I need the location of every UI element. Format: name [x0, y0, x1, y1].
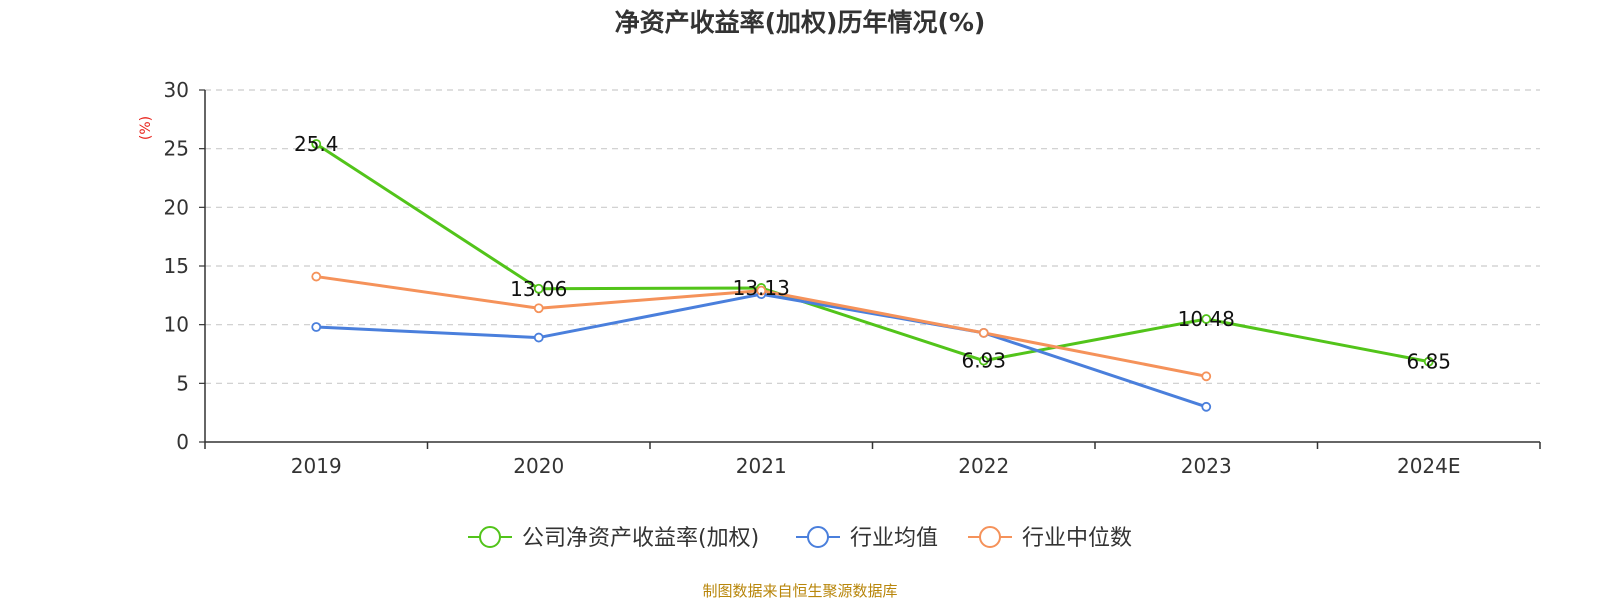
x-tick-label-2021: 2021	[736, 454, 787, 478]
legend[interactable]: 公司净资产收益率(加权) 行业均值 行业中位数	[468, 526, 1132, 551]
y-tick-label-10: 10	[164, 313, 189, 337]
legend-item-0[interactable]: 公司净资产收益率(加权)	[468, 526, 759, 551]
series-0-point-2019	[311, 139, 322, 149]
x-tick-label-2024E: 2024E	[1397, 454, 1461, 478]
data-labels: 25.4 13.06 13.13 6.93 10.48 6.85	[294, 132, 1451, 374]
series-1-point-2019	[311, 322, 322, 332]
series-0-point-2020	[533, 283, 544, 294]
y-tick-label-25: 25	[164, 137, 189, 161]
series-2-point-2021	[756, 285, 767, 296]
data-label-2024E: 6.85	[1406, 350, 1451, 374]
y-tick-label-30: 30	[164, 78, 189, 102]
data-label-2021: 13.13	[733, 276, 790, 300]
data-label-2019: 25.4	[294, 132, 339, 156]
x-tick-label-2020: 2020	[513, 454, 564, 478]
y-tick-label-15: 15	[164, 254, 189, 278]
y-axis-label: (%)	[138, 116, 154, 140]
series-2-point-2019	[311, 271, 322, 282]
series-2-point-2020	[533, 303, 544, 314]
legend-item-2[interactable]: 行业中位数	[968, 526, 1132, 551]
legend-label-0: 公司净资产收益率(加权)	[522, 526, 759, 551]
series-line-0	[315, 142, 1430, 364]
legend-label-1: 行业均值	[850, 526, 938, 551]
legend-item-1[interactable]: 行业均值	[796, 526, 938, 551]
data-label-2023: 10.48	[1178, 307, 1235, 331]
grid-lines	[205, 89, 1540, 384]
y-tick-label-5: 5	[176, 371, 189, 395]
x-tick-label-2019: 2019	[291, 454, 342, 478]
data-label-2020: 13.06	[510, 277, 567, 301]
series-0-point-2024E	[1423, 356, 1434, 367]
source-note: 制图数据来自恒生聚源数据库	[702, 582, 897, 600]
axes: 0 5 10 15 20 25 30 2019 2020 2021 2022 2023 2024E	[164, 78, 1541, 478]
x-tick-label-2022: 2022	[958, 454, 1009, 478]
series-2-point-2022	[978, 327, 989, 338]
series-group	[311, 139, 1434, 412]
data-label-2022: 6.93	[961, 349, 1006, 373]
series-2-point-2023	[1201, 371, 1212, 382]
y-tick-label-20: 20	[164, 195, 189, 219]
x-tick-label-2023: 2023	[1181, 454, 1232, 478]
series-0-point-2022	[978, 355, 989, 366]
legend-marker-1	[807, 526, 829, 548]
series-0-point-2023	[1201, 314, 1212, 324]
series-1-point-2020	[533, 332, 544, 343]
series-1-point-2023	[1201, 401, 1212, 412]
legend-marker-0	[479, 526, 501, 548]
chart-title: 净资产收益率(加权)历年情况(%)	[615, 8, 986, 37]
y-tick-label-0: 0	[176, 430, 189, 454]
legend-label-2: 行业中位数	[1022, 526, 1132, 551]
legend-marker-2	[979, 526, 1001, 548]
